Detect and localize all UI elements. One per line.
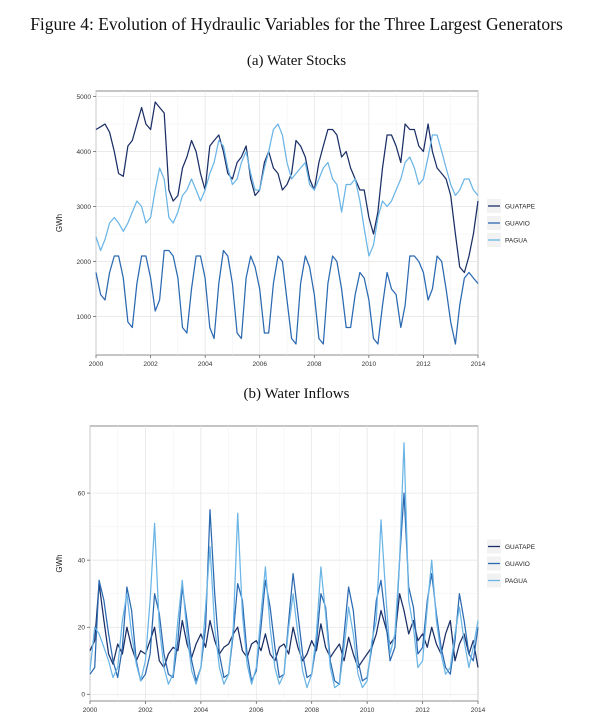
legend-label-pagua: PAGUA [505, 238, 528, 245]
y-tick-label: 4000 [77, 149, 92, 156]
series-line-guavio [95, 249, 479, 345]
chart-water-stocks: 2000 2002 2004 2006 2008 2010 2012 2014 1000 2000… [55, 90, 536, 368]
legend-label-guavio: GUAVIO [505, 561, 530, 568]
y-tick-label: 3000 [77, 204, 92, 211]
x-tick-label: 2012 [415, 707, 430, 714]
series-line-guatape [89, 582, 479, 669]
y-tick-label: 2000 [77, 259, 92, 266]
chart-a-subtitle: (a) Water Stocks [246, 53, 347, 69]
legend-label-guavio: GUAVIO [505, 221, 530, 228]
x-tick-label: 2008 [307, 361, 322, 368]
legend-label-pagua: PAGUA [505, 578, 528, 585]
x-tick-label: 2000 [89, 361, 104, 368]
series-line-pagua [89, 442, 479, 689]
x-tick-label: 2010 [360, 707, 375, 714]
y-tick-label: 5000 [77, 94, 92, 101]
x-tick-label: 2002 [138, 707, 153, 714]
y-tick-label: 60 [78, 490, 86, 497]
x-tick-label: 2002 [143, 361, 158, 368]
y-axis-label: GWh [55, 214, 64, 232]
y-tick-label: 0 [81, 692, 85, 699]
x-tick-label: 2012 [416, 361, 431, 368]
chart-water-inflows: 2000 2002 2004 2006 2008 2010 2012 2014 0 20 40 60 G… [55, 425, 536, 714]
y-axis-label: GWh [55, 554, 64, 572]
series-line-pagua [95, 123, 479, 257]
legend-label-guatape: GUATAPE [505, 544, 536, 551]
x-tick-label: 2004 [194, 707, 209, 714]
x-tick-label: 2004 [198, 361, 213, 368]
x-tick-label: 2014 [471, 361, 486, 368]
figure-title: Figure 4: Evolution of Hydraulic Variabl… [30, 14, 563, 34]
x-tick-label: 2010 [362, 361, 377, 368]
y-tick-label: 20 [78, 625, 86, 632]
chart-b-subtitle: (b) Water Inflows [243, 386, 350, 402]
x-tick-label: 2000 [83, 707, 98, 714]
series-line-guatape [95, 101, 479, 274]
x-tick-label: 2006 [252, 361, 267, 368]
legend-label-guatape: GUATAPE [505, 204, 536, 211]
x-tick-label: 2014 [471, 707, 486, 714]
y-tick-label: 1000 [77, 314, 92, 321]
y-tick-label: 40 [78, 557, 86, 564]
x-tick-label: 2006 [249, 707, 264, 714]
x-tick-label: 2008 [304, 707, 319, 714]
